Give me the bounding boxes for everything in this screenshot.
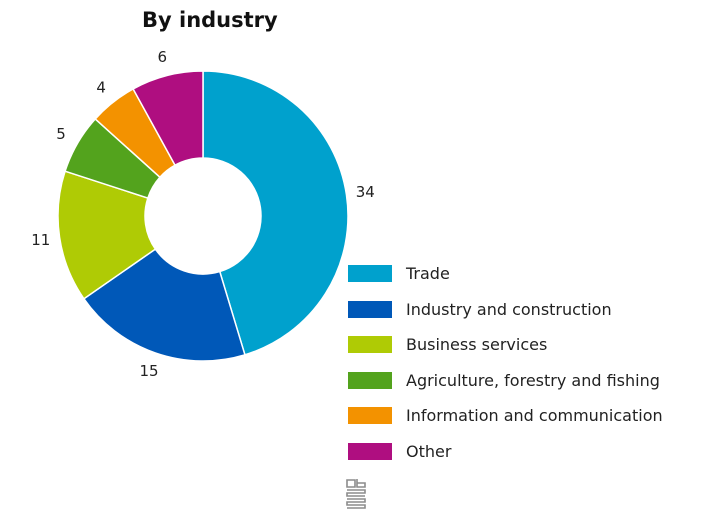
legend-label: Industry and construction xyxy=(406,299,612,319)
legend-label: Agriculture, forestry and fishing xyxy=(406,370,660,390)
legend-item-industry-and-construction: Industry and construction xyxy=(348,292,663,328)
legend-swatch xyxy=(348,336,392,354)
slice-trade xyxy=(202,70,349,356)
value-label-business-services: 11 xyxy=(31,231,50,249)
legend-item-agriculture-forestry-and-fishing: Agriculture, forestry and fishing xyxy=(348,363,663,399)
slice-other xyxy=(132,70,204,167)
legend-label: Business services xyxy=(406,335,548,355)
value-labels: 34 15 11 5 4 6 xyxy=(31,48,375,380)
donut-slices xyxy=(57,70,349,362)
legend-label: Other xyxy=(406,441,452,461)
legend-swatch xyxy=(348,407,392,425)
legend-item-information-and-communication: Information and communication xyxy=(348,398,663,434)
legend: Trade Industry and construction Business s… xyxy=(348,256,663,469)
value-label-trade: 34 xyxy=(356,183,375,201)
value-label-industry-and-construction: 15 xyxy=(140,362,159,380)
value-label-other: 6 xyxy=(157,48,167,66)
slice-industry-and-construction xyxy=(82,248,246,362)
chart-title: By industry xyxy=(142,8,278,32)
legend-item-business-services: Business services xyxy=(348,327,663,363)
value-label-agriculture-forestry-and-fishing: 5 xyxy=(56,125,66,143)
legend-label: Information and communication xyxy=(406,406,663,426)
legend-swatch xyxy=(348,442,392,460)
legend-label: Trade xyxy=(406,264,450,284)
legend-item-trade: Trade xyxy=(348,256,663,292)
cbs-logo-icon xyxy=(346,479,366,509)
legend-swatch xyxy=(348,371,392,389)
legend-swatch xyxy=(348,300,392,318)
value-label-information-and-communication: 4 xyxy=(96,78,106,96)
slice-business-services xyxy=(57,170,157,300)
legend-item-other: Other xyxy=(348,434,663,470)
legend-swatch xyxy=(348,265,392,283)
